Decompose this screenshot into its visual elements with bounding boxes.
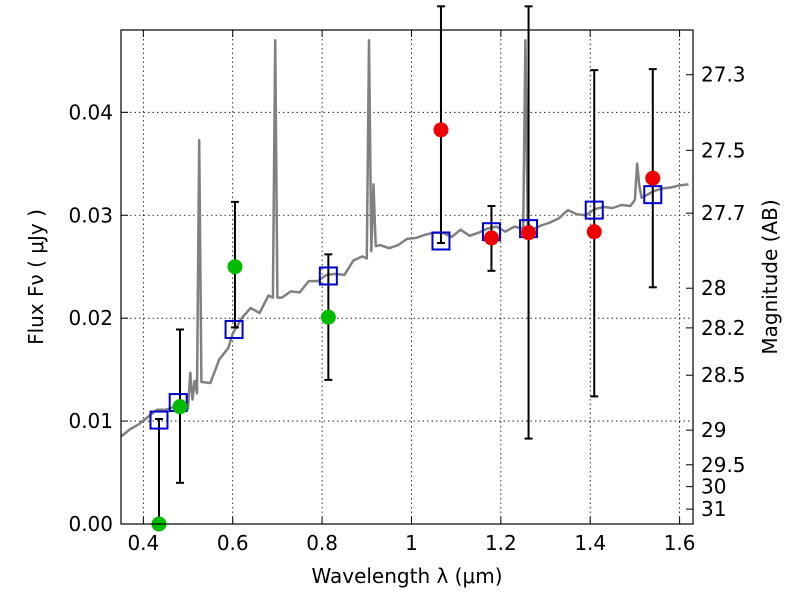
x-axis-label: Wavelength λ (μm) xyxy=(311,564,502,588)
x-tick-label: 0.4 xyxy=(127,531,159,555)
red-data-point xyxy=(483,230,499,246)
y-tick-label: 0.04 xyxy=(68,100,113,124)
green-data-point xyxy=(320,309,336,325)
mag-tick-label: 28 xyxy=(701,276,726,300)
mag-tick-label: 28.5 xyxy=(701,363,746,387)
y-axis-label-right: Magnitude (AB) xyxy=(758,199,782,354)
x-tick-label: 0.8 xyxy=(306,531,338,555)
mag-tick-label: 30 xyxy=(701,475,726,499)
y-tick-label: 0.03 xyxy=(68,203,113,227)
grid-layer xyxy=(121,30,693,525)
model-point-square xyxy=(431,231,451,251)
mag-tick-label: 27.3 xyxy=(701,63,746,87)
red-data-point xyxy=(521,225,537,241)
marker-layer xyxy=(149,5,663,532)
model-point-square xyxy=(149,410,169,430)
model-point-square xyxy=(643,185,663,205)
mag-tick-label: 28.2 xyxy=(701,316,746,340)
model-point-square xyxy=(584,200,604,220)
red-data-point xyxy=(433,122,449,138)
model-point-square xyxy=(224,319,244,339)
mag-tick-label: 27.7 xyxy=(701,201,746,225)
red-data-point xyxy=(645,170,661,186)
mag-tick-label: 29 xyxy=(701,418,726,442)
tick-layer: 0.4 0.6 0.8 1 1.2 1.4 1.6 0.00 0.01 0.02 0.03 0.04 2… xyxy=(68,30,746,555)
spectrum-line xyxy=(121,39,689,438)
x-tick-label: 1.2 xyxy=(485,531,517,555)
y-tick-label: 0.02 xyxy=(68,306,113,330)
mag-tick-label: 29.5 xyxy=(701,453,746,477)
y-tick-label: 0.00 xyxy=(68,512,113,536)
x-tick-label: 0.6 xyxy=(217,531,249,555)
model-point-square xyxy=(318,266,338,286)
red-data-point xyxy=(586,224,602,240)
x-tick-label: 1 xyxy=(405,531,418,555)
mag-tick-label: 27.5 xyxy=(701,138,746,162)
green-data-point xyxy=(172,399,188,415)
x-tick-label: 1.6 xyxy=(664,531,696,555)
x-tick-label: 1.4 xyxy=(574,531,606,555)
mag-tick-label: 31 xyxy=(701,497,726,521)
y-tick-label: 0.01 xyxy=(68,409,113,433)
plot-frame xyxy=(120,29,694,525)
y-axis-label-left: Flux Fν ( μJy ) xyxy=(24,209,48,345)
series-layer xyxy=(121,39,689,438)
green-data-point xyxy=(227,259,243,275)
